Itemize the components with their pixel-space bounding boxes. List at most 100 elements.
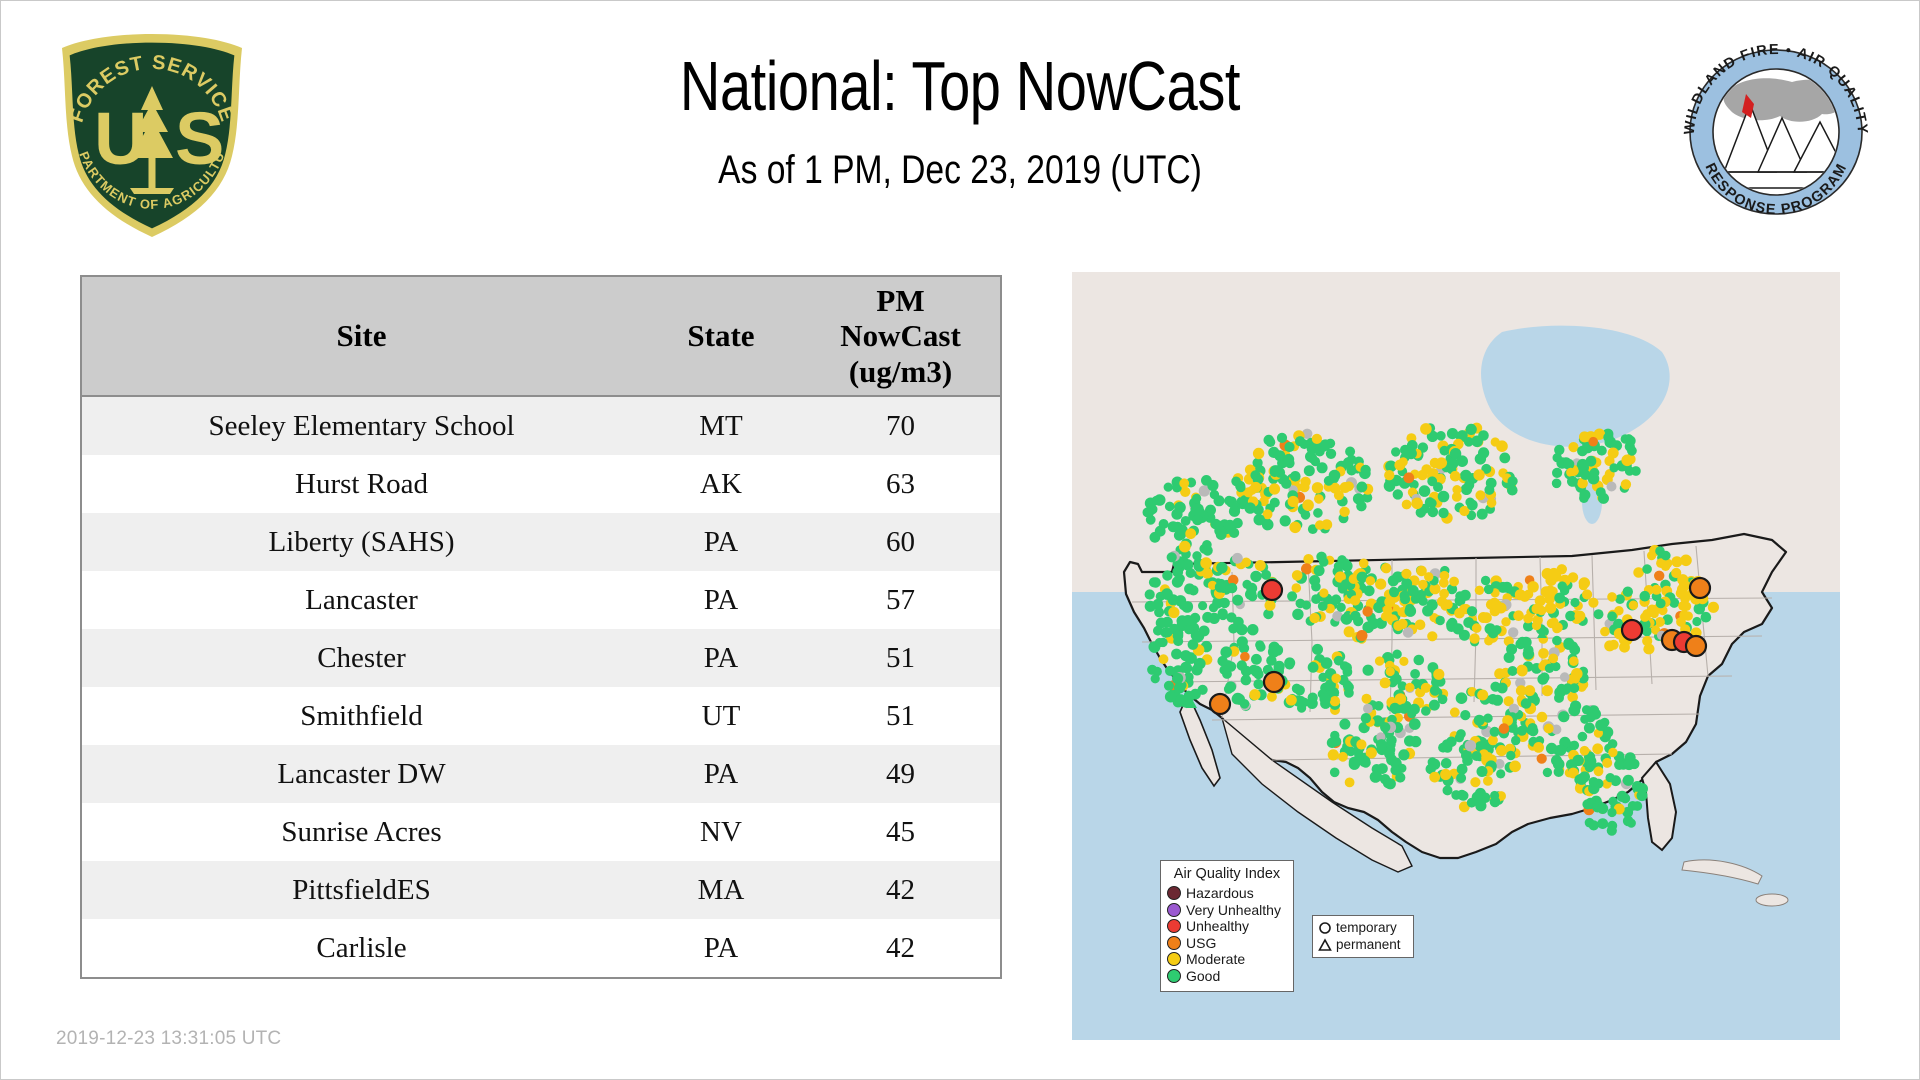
aqi-monitor-dot[interactable] [1559, 672, 1570, 682]
aqi-monitor-dot[interactable] [1640, 612, 1650, 622]
aqi-monitor-dot[interactable] [1167, 521, 1179, 533]
aqi-monitor-dot[interactable] [1692, 616, 1702, 627]
aqi-monitor-dot[interactable] [1476, 766, 1488, 777]
aqi-monitor-dot[interactable] [1516, 725, 1527, 736]
aqi-monitor-dot[interactable] [1307, 692, 1318, 703]
aqi-monitor-dot[interactable] [1492, 694, 1503, 706]
aqi-monitor-dot[interactable] [1334, 571, 1346, 583]
aqi-monitor-dot[interactable] [1427, 476, 1438, 487]
aqi-monitor-dot[interactable] [1517, 636, 1528, 647]
aqi-monitor-dot[interactable] [1327, 749, 1339, 761]
aqi-monitor-dot[interactable] [1176, 615, 1188, 627]
aqi-monitor-dot[interactable] [1677, 574, 1689, 586]
aqi-monitor-dot[interactable] [1401, 568, 1412, 579]
aqi-monitor-dot[interactable] [1466, 797, 1477, 808]
aqi-monitor-dot[interactable] [1251, 653, 1262, 665]
aqi-monitor-dot[interactable] [1567, 691, 1578, 703]
top-nowcast-site-marker[interactable] [1688, 576, 1712, 600]
aqi-monitor-dot[interactable] [1377, 763, 1388, 774]
aqi-monitor-dot[interactable] [1639, 590, 1651, 602]
aqi-monitor-dot[interactable] [1236, 636, 1248, 648]
aqi-monitor-dot[interactable] [1360, 713, 1372, 724]
aqi-monitor-dot[interactable] [1466, 606, 1478, 617]
aqi-monitor-dot[interactable] [1341, 560, 1353, 572]
aqi-monitor-dot[interactable] [1401, 499, 1412, 510]
aqi-monitor-dot[interactable] [1313, 508, 1323, 518]
aqi-monitor-dot[interactable] [1333, 655, 1344, 666]
aqi-monitor-dot[interactable] [1224, 519, 1236, 531]
aqi-monitor-dot[interactable] [1671, 567, 1682, 579]
aqi-monitor-dot[interactable] [1150, 674, 1160, 684]
aqi-monitor-dot[interactable] [1384, 596, 1396, 608]
aqi-monitor-dot[interactable] [1240, 665, 1252, 677]
aqi-monitor-dot[interactable] [1429, 685, 1441, 696]
aqi-monitor-dot[interactable] [1489, 726, 1500, 737]
aqi-monitor-dot[interactable] [1180, 486, 1191, 497]
aqi-monitor-dot[interactable] [1507, 666, 1518, 676]
aqi-monitor-dot[interactable] [1291, 583, 1302, 593]
aqi-monitor-dot[interactable] [1471, 623, 1482, 633]
aqi-monitor-dot[interactable] [1168, 606, 1180, 619]
aqi-monitor-dot[interactable] [1295, 695, 1306, 706]
aqi-monitor-dot[interactable] [1269, 497, 1280, 508]
aqi-monitor-dot[interactable] [1326, 737, 1338, 749]
aqi-monitor-dot[interactable] [1310, 456, 1321, 467]
aqi-monitor-dot[interactable] [1384, 470, 1395, 481]
aqi-monitor-dot[interactable] [1220, 646, 1232, 658]
aqi-monitor-dot[interactable] [1142, 507, 1153, 518]
aqi-monitor-dot[interactable] [1385, 666, 1395, 677]
aqi-monitor-dot[interactable] [1676, 617, 1686, 627]
aqi-monitor-dot[interactable] [1376, 732, 1386, 742]
aqi-monitor-dot[interactable] [1398, 749, 1410, 761]
aqi-monitor-dot[interactable] [1194, 657, 1206, 670]
aqi-monitor-dot[interactable] [1202, 545, 1213, 556]
aqi-monitor-dot[interactable] [1539, 672, 1550, 683]
aqi-monitor-dot[interactable] [1340, 579, 1350, 589]
top-nowcast-site-marker[interactable] [1262, 670, 1286, 694]
aqi-monitor-dot[interactable] [1307, 661, 1319, 673]
aqi-monitor-dot[interactable] [1623, 759, 1635, 771]
aqi-monitor-dot[interactable] [1356, 571, 1368, 583]
aqi-monitor-dot[interactable] [1476, 508, 1488, 520]
aqi-monitor-dot[interactable] [1615, 594, 1625, 604]
national-air-quality-map[interactable]: Air Quality Index Hazardous Very Unhealt… [1072, 272, 1840, 1040]
aqi-monitor-dot[interactable] [1558, 711, 1570, 723]
aqi-monitor-dot[interactable] [1294, 685, 1305, 696]
aqi-monitor-dot[interactable] [1511, 735, 1521, 746]
aqi-monitor-dot[interactable] [1487, 735, 1498, 746]
aqi-monitor-dot[interactable] [1582, 589, 1593, 600]
aqi-monitor-dot[interactable] [1398, 457, 1408, 467]
aqi-monitor-dot[interactable] [1435, 615, 1445, 626]
aqi-monitor-dot[interactable] [1410, 669, 1420, 679]
aqi-monitor-dot[interactable] [1520, 698, 1532, 709]
aqi-monitor-dot[interactable] [1152, 598, 1164, 610]
aqi-monitor-dot[interactable] [1418, 579, 1428, 590]
aqi-monitor-dot[interactable] [1565, 610, 1576, 622]
aqi-monitor-dot[interactable] [1254, 560, 1266, 571]
aqi-monitor-dot[interactable] [1424, 572, 1434, 582]
aqi-monitor-dot[interactable] [1606, 481, 1617, 492]
aqi-monitor-dot[interactable] [1387, 575, 1399, 587]
aqi-monitor-dot[interactable] [1598, 492, 1609, 504]
aqi-monitor-dot[interactable] [1262, 509, 1273, 520]
aqi-monitor-dot[interactable] [1172, 630, 1184, 642]
aqi-monitor-dot[interactable] [1455, 692, 1468, 704]
aqi-monitor-dot[interactable] [1513, 610, 1524, 621]
aqi-monitor-dot[interactable] [1588, 820, 1599, 831]
aqi-monitor-dot[interactable] [1693, 603, 1705, 615]
top-nowcast-site-marker[interactable] [1208, 692, 1232, 716]
aqi-monitor-dot[interactable] [1524, 685, 1536, 697]
aqi-monitor-dot[interactable] [1265, 437, 1276, 447]
aqi-monitor-dot[interactable] [1496, 440, 1508, 452]
aqi-monitor-dot[interactable] [1263, 608, 1274, 620]
aqi-monitor-dot[interactable] [1163, 482, 1173, 492]
aqi-monitor-dot[interactable] [1456, 763, 1468, 775]
aqi-monitor-dot[interactable] [1361, 693, 1372, 704]
aqi-monitor-dot[interactable] [1325, 603, 1335, 614]
aqi-monitor-dot[interactable] [1583, 722, 1595, 734]
aqi-monitor-dot[interactable] [1216, 562, 1228, 574]
aqi-monitor-dot[interactable] [1436, 431, 1446, 441]
aqi-monitor-dot[interactable] [1331, 673, 1341, 684]
aqi-monitor-dot[interactable] [1495, 745, 1508, 757]
aqi-monitor-dot[interactable] [1606, 825, 1617, 836]
